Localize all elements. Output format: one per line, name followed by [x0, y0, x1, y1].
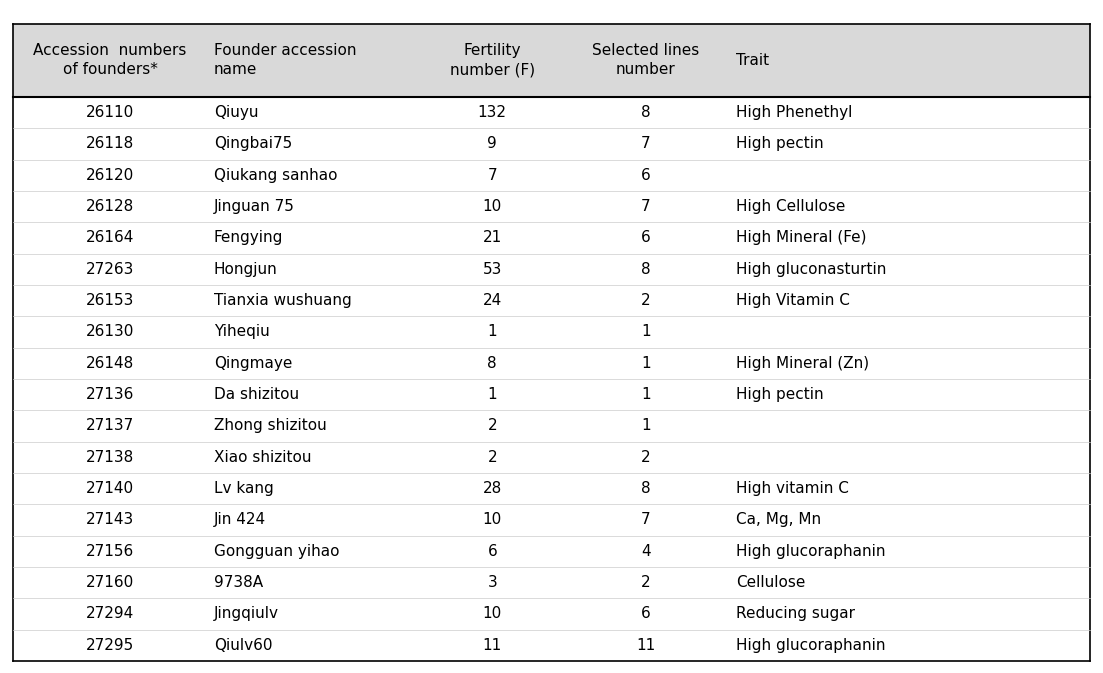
Text: High Cellulose: High Cellulose	[736, 199, 845, 214]
Text: 11: 11	[636, 638, 655, 653]
Text: Jinguan 75: Jinguan 75	[214, 199, 295, 214]
Text: Founder accession
name: Founder accession name	[214, 43, 356, 77]
Text: High Phenethyl: High Phenethyl	[736, 105, 853, 120]
Text: High Mineral (Zn): High Mineral (Zn)	[736, 356, 869, 371]
Text: High pectin: High pectin	[736, 387, 823, 402]
Text: Jingqiulv: Jingqiulv	[214, 606, 279, 621]
Text: 26148: 26148	[86, 356, 135, 371]
Text: 27156: 27156	[86, 544, 135, 559]
Text: Tianxia wushuang: Tianxia wushuang	[214, 293, 352, 308]
Text: 27295: 27295	[86, 638, 135, 653]
Text: 27136: 27136	[86, 387, 135, 402]
Text: Jin 424: Jin 424	[214, 512, 266, 528]
Text: 8: 8	[488, 356, 497, 371]
Text: High vitamin C: High vitamin C	[736, 481, 848, 496]
Text: High gluconasturtin: High gluconasturtin	[736, 262, 886, 277]
Text: 8: 8	[641, 105, 651, 120]
Text: 6: 6	[488, 544, 497, 559]
Text: 8: 8	[641, 481, 651, 496]
Text: Hongjun: Hongjun	[214, 262, 277, 277]
Text: 1: 1	[488, 387, 497, 402]
Text: 21: 21	[483, 230, 502, 246]
Text: 26130: 26130	[86, 324, 135, 339]
Text: 1: 1	[641, 324, 651, 339]
Text: 26153: 26153	[86, 293, 135, 308]
Text: 26120: 26120	[86, 168, 135, 182]
Text: 8: 8	[641, 262, 651, 277]
Text: 132: 132	[478, 105, 506, 120]
Text: Gongguan yihao: Gongguan yihao	[214, 544, 339, 559]
Text: 27294: 27294	[86, 606, 135, 621]
Text: High glucoraphanin: High glucoraphanin	[736, 544, 886, 559]
Text: 27143: 27143	[86, 512, 135, 528]
Text: Selected lines
number: Selected lines number	[592, 43, 699, 77]
Text: 9738A: 9738A	[214, 575, 263, 590]
Text: Xiao shizitou: Xiao shizitou	[214, 450, 311, 464]
Text: 3: 3	[488, 575, 497, 590]
Text: 27263: 27263	[86, 262, 135, 277]
Text: High pectin: High pectin	[736, 137, 823, 151]
Text: Trait: Trait	[736, 52, 769, 68]
Text: 26128: 26128	[86, 199, 135, 214]
Text: 2: 2	[488, 450, 497, 464]
Text: 27140: 27140	[86, 481, 135, 496]
Text: 10: 10	[483, 199, 502, 214]
Text: Qingbai75: Qingbai75	[214, 137, 292, 151]
Text: 1: 1	[641, 419, 651, 433]
Text: 53: 53	[483, 262, 502, 277]
Text: High glucoraphanin: High glucoraphanin	[736, 638, 886, 653]
Text: 6: 6	[641, 606, 651, 621]
Text: 7: 7	[641, 199, 651, 214]
Text: Cellulose: Cellulose	[736, 575, 805, 590]
Text: High Mineral (Fe): High Mineral (Fe)	[736, 230, 866, 246]
Text: Da shizitou: Da shizitou	[214, 387, 299, 402]
Text: Qiuyu: Qiuyu	[214, 105, 258, 120]
Text: Lv kang: Lv kang	[214, 481, 274, 496]
Text: 7: 7	[641, 137, 651, 151]
Text: Ca, Mg, Mn: Ca, Mg, Mn	[736, 512, 821, 528]
Text: 28: 28	[483, 481, 502, 496]
Text: 7: 7	[641, 512, 651, 528]
Text: 26110: 26110	[86, 105, 135, 120]
Text: 27160: 27160	[86, 575, 135, 590]
Text: Accession  numbers
of founders*: Accession numbers of founders*	[33, 43, 186, 77]
Text: 2: 2	[641, 450, 651, 464]
Text: 10: 10	[483, 606, 502, 621]
Text: 4: 4	[641, 544, 651, 559]
Text: 1: 1	[641, 356, 651, 371]
Text: Qiukang sanhao: Qiukang sanhao	[214, 168, 338, 182]
Text: 27138: 27138	[86, 450, 135, 464]
Text: Qiulv60: Qiulv60	[214, 638, 272, 653]
Text: Qingmaye: Qingmaye	[214, 356, 292, 371]
Text: 2: 2	[641, 575, 651, 590]
Text: 7: 7	[488, 168, 497, 182]
Text: 2: 2	[641, 293, 651, 308]
Text: 10: 10	[483, 512, 502, 528]
Text: 6: 6	[641, 168, 651, 182]
Text: Zhong shizitou: Zhong shizitou	[214, 419, 326, 433]
Text: Yiheqiu: Yiheqiu	[214, 324, 269, 339]
Text: Reducing sugar: Reducing sugar	[736, 606, 855, 621]
Text: 11: 11	[483, 638, 502, 653]
Text: 26118: 26118	[86, 137, 135, 151]
Text: Fengying: Fengying	[214, 230, 283, 246]
Text: 27137: 27137	[86, 419, 135, 433]
Text: 9: 9	[488, 137, 497, 151]
Text: Fertility
number (F): Fertility number (F)	[450, 43, 535, 77]
Text: 1: 1	[488, 324, 497, 339]
Text: 2: 2	[488, 419, 497, 433]
Text: 26164: 26164	[86, 230, 135, 246]
Text: 1: 1	[641, 387, 651, 402]
Text: High Vitamin C: High Vitamin C	[736, 293, 849, 308]
Text: 24: 24	[483, 293, 502, 308]
Text: 6: 6	[641, 230, 651, 246]
